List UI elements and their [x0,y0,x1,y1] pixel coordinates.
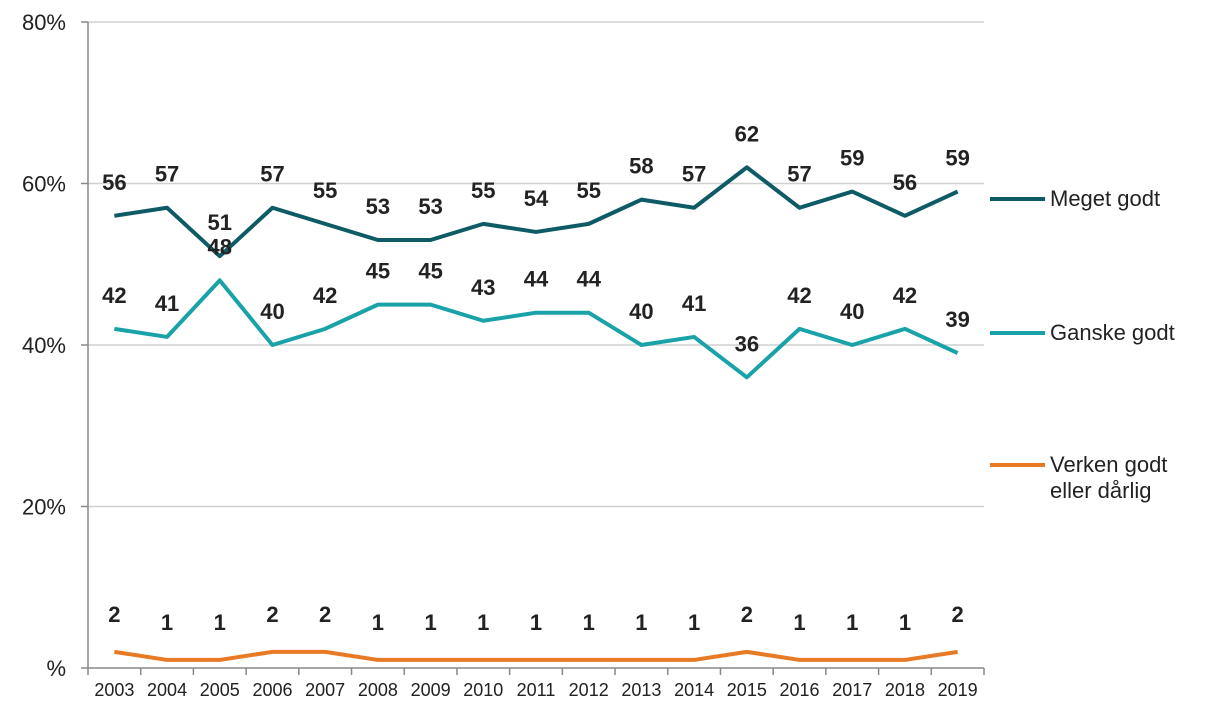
data-label: 1 [793,610,805,635]
data-label: 57 [260,162,284,187]
data-label: 1 [899,610,911,635]
y-tick-label: % [46,656,66,681]
series-line [114,165,959,259]
data-label: 1 [846,610,858,635]
data-label: 59 [945,146,969,171]
data-label: 56 [102,170,126,195]
data-label: 1 [424,610,436,635]
data-label: 2 [319,602,331,627]
data-label: 1 [530,610,542,635]
data-label: 1 [372,610,384,635]
data-label: 59 [840,146,864,171]
x-tick-label: 2005 [200,680,240,700]
y-tick-label: 20% [22,495,66,520]
data-label: 45 [418,259,442,284]
data-label: 43 [471,275,495,300]
x-tick-label: 2007 [305,680,345,700]
data-label: 58 [629,154,653,179]
data-label: 40 [840,299,864,324]
legend-label: Verken godt eller dårlig [1050,452,1168,503]
x-tick-label: 2017 [832,680,872,700]
x-tick-label: 2010 [463,680,503,700]
data-label: 55 [576,178,600,203]
x-tick-label: 2003 [94,680,134,700]
data-label: 42 [893,283,917,308]
legend-label: Ganske godt [1050,320,1175,345]
x-tick-label: 2018 [885,680,925,700]
data-label: 45 [366,259,390,284]
x-tick-label: 2008 [358,680,398,700]
data-label: 2 [266,602,278,627]
y-tick-label: 60% [22,172,66,197]
data-label: 55 [471,178,495,203]
x-tick-label: 2006 [252,680,292,700]
data-label: 41 [682,291,706,316]
data-label: 54 [524,186,549,211]
data-label: 48 [208,234,232,259]
data-label: 42 [313,283,337,308]
data-label: 57 [682,162,706,187]
data-label: 42 [787,283,811,308]
x-tick-label: 2015 [727,680,767,700]
data-label: 62 [735,121,759,146]
data-label: 51 [208,210,232,235]
data-label: 57 [787,162,811,187]
data-label: 40 [629,299,653,324]
data-label: 53 [366,194,390,219]
data-label: 2 [741,602,753,627]
x-tick-label: 2014 [674,680,714,700]
data-label: 2 [952,602,964,627]
data-label: 44 [524,267,549,292]
data-label: 53 [418,194,442,219]
legend-label: Meget godt [1050,186,1161,211]
data-label: 1 [161,610,173,635]
data-label: 40 [260,299,284,324]
x-tick-label: 2012 [569,680,609,700]
data-label: 42 [102,283,126,308]
x-tick-label: 2004 [147,680,187,700]
data-label: 56 [893,170,917,195]
x-tick-label: 2009 [411,680,451,700]
data-label: 1 [635,610,647,635]
data-label: 41 [155,291,179,316]
data-label: 57 [155,162,179,187]
data-label: 1 [214,610,226,635]
data-label: 2 [108,602,120,627]
x-tick-label: 2013 [621,680,661,700]
data-label: 36 [735,331,759,356]
series-line [114,278,959,380]
data-label: 44 [576,267,601,292]
x-tick-label: 2011 [517,680,556,700]
data-label: 39 [945,307,969,332]
y-tick-label: 80% [22,10,66,35]
data-label: 1 [583,610,595,635]
series-line [114,649,958,662]
x-tick-label: 2019 [938,680,978,700]
x-tick-label: 2016 [780,680,820,700]
data-label: 1 [688,610,700,635]
y-tick-label: 40% [22,333,66,358]
data-label: 1 [477,610,489,635]
data-label: 55 [313,178,337,203]
